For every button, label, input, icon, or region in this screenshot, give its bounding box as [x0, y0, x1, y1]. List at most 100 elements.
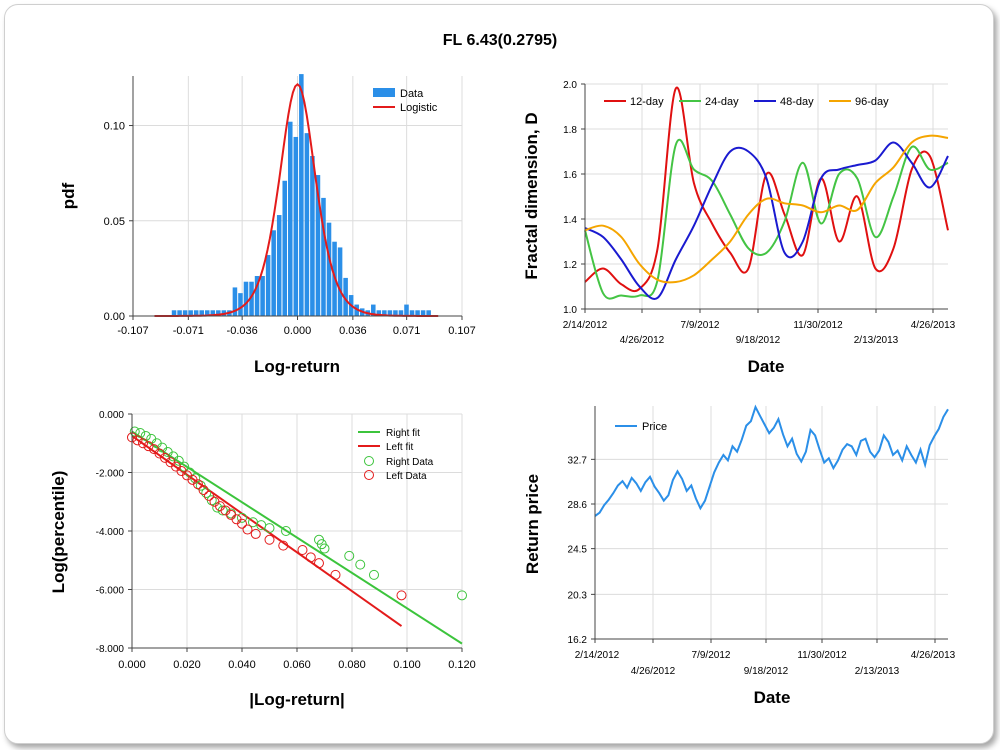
- figure-frame: [4, 4, 994, 744]
- y-tick-label: -8.000: [96, 644, 125, 655]
- y-tick-label: 1.0: [563, 305, 577, 316]
- histogram-bar: [371, 304, 376, 316]
- histogram-bar: [282, 180, 288, 316]
- x-tick-label: -0.036: [227, 325, 258, 337]
- y-tick-label: -2.000: [96, 469, 125, 480]
- x-tick-label: 7/9/2012: [692, 650, 731, 661]
- histogram-bar: [188, 310, 193, 316]
- right-data-point: [237, 512, 247, 523]
- y-tick-label: 16.2: [568, 635, 588, 646]
- y-tick-label: 0.05: [104, 216, 125, 228]
- left-data-point: [138, 438, 148, 449]
- left-data-point: [314, 558, 324, 569]
- y-tick-label: -4.000: [96, 527, 125, 538]
- histogram-bar: [210, 310, 216, 316]
- histogram-bar: [315, 175, 321, 316]
- histogram-bar: [343, 277, 348, 316]
- histogram-bar: [199, 310, 204, 316]
- left-data-point: [250, 528, 261, 539]
- histogram-bar: [232, 287, 238, 316]
- histogram-bar: [249, 281, 254, 316]
- histogram-bar: [393, 310, 398, 316]
- histogram-bar: [321, 197, 326, 316]
- histogram-bar: [193, 310, 199, 316]
- y-tick-label: 24.5: [568, 545, 588, 556]
- histogram-bar: [409, 310, 415, 316]
- x-tick-label: 0.071: [393, 325, 421, 337]
- right-data-point: [457, 590, 467, 601]
- right-data-point: [184, 467, 195, 478]
- histogram-bar: [265, 255, 271, 316]
- x-tick-label: 4/26/2012: [620, 335, 665, 346]
- y-tick-label: 28.6: [568, 500, 588, 511]
- x-tick-label: 11/30/2012: [793, 320, 843, 331]
- histogram-bar: [376, 310, 382, 316]
- left-data-point: [204, 490, 214, 501]
- left-fit-line: [131, 435, 403, 627]
- legend-label-48-day: 48-day: [780, 96, 814, 108]
- left-data-point: [143, 441, 154, 452]
- x-tick-label: 2/13/2013: [855, 666, 900, 677]
- right-data-point: [369, 569, 379, 580]
- legend-label-data: Data: [400, 88, 424, 100]
- price-line: [594, 404, 949, 517]
- y-tick-label: 1.2: [563, 260, 577, 271]
- x-tick-label: 9/18/2012: [736, 335, 781, 346]
- histogram-bar: [260, 276, 265, 316]
- histogram-bar: [182, 310, 188, 316]
- histogram-bar: [404, 304, 409, 316]
- left-data-point: [242, 524, 253, 535]
- legend-swatch-left-data: [364, 470, 374, 480]
- legend-swatch-right-data: [364, 456, 374, 466]
- y-tick-label: 32.7: [568, 455, 588, 466]
- x-tick-label: 0.036: [339, 325, 367, 337]
- right-data-point: [173, 455, 184, 466]
- legend-swatch-data: [373, 88, 395, 97]
- y-tick-label: 0.000: [99, 410, 124, 421]
- x-tick-label: 2/14/2012: [563, 320, 608, 331]
- left-data-point: [305, 552, 316, 563]
- histogram-bar: [177, 310, 182, 316]
- histogram-bar: [204, 310, 210, 316]
- x-axis-title: Date: [754, 688, 791, 707]
- x-axis-title: |Log-return|: [249, 690, 344, 709]
- y-tick-label: 1.4: [563, 215, 577, 226]
- histogram-bar: [288, 121, 293, 316]
- legend-label-right-fit: Right fit: [386, 428, 420, 439]
- histogram-bar: [398, 310, 404, 316]
- series-24-day-line: [584, 138, 949, 300]
- legend-label-96-day: 96-day: [855, 96, 889, 108]
- x-tick-label: 0.020: [173, 659, 201, 671]
- histogram-bar: [304, 133, 310, 316]
- left-data-point: [193, 479, 203, 490]
- histogram-bar: [387, 310, 393, 316]
- y-axis-title: Return price: [523, 474, 542, 574]
- figure-title: FL 6.43(0.2795): [442, 32, 558, 49]
- histogram-bar: [238, 293, 243, 316]
- x-tick-label: 0.080: [338, 659, 366, 671]
- left-data-point: [297, 545, 308, 556]
- series-12-day-line: [584, 86, 949, 293]
- y-axis-title: pdf: [59, 182, 78, 209]
- histogram-bar: [415, 310, 420, 316]
- legend-label-left-fit: Left fit: [386, 442, 413, 453]
- right-data-point: [344, 550, 355, 561]
- right-data-point: [264, 523, 275, 534]
- legend-label-price: Price: [642, 421, 667, 433]
- histogram-bar: [420, 310, 426, 316]
- x-tick-label: 0.000: [284, 325, 312, 337]
- histogram-bar: [426, 310, 431, 316]
- histogram-bar: [337, 247, 343, 316]
- histogram-bar: [310, 156, 315, 316]
- x-tick-label: 0.120: [448, 659, 476, 671]
- left-data-point: [237, 518, 247, 529]
- histogram-bar: [382, 310, 387, 316]
- left-data-point: [396, 590, 407, 601]
- histogram-bar: [243, 281, 249, 316]
- x-axis-title: Date: [748, 357, 785, 376]
- y-tick-label: 1.6: [563, 170, 577, 181]
- x-tick-label: -0.071: [173, 325, 204, 337]
- left-data-point: [330, 569, 341, 580]
- left-data-point: [132, 435, 143, 446]
- legend-label-left-data: Left Data: [386, 471, 427, 482]
